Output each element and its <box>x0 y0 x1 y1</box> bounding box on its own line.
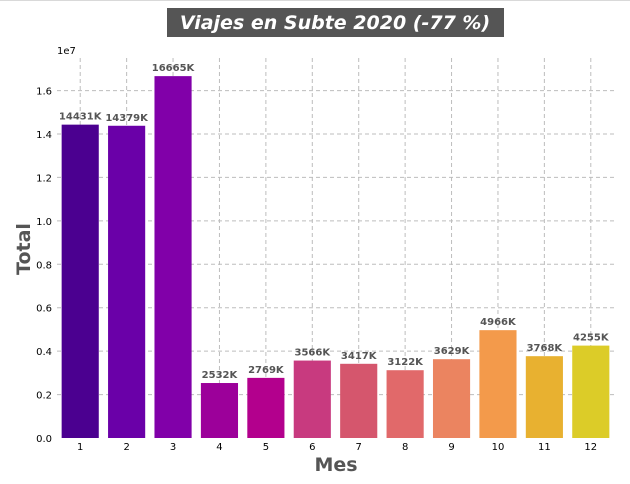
bar <box>572 345 610 438</box>
bar <box>200 383 239 438</box>
y-tick-label: 1.2 <box>36 173 52 184</box>
bar-data-label: 3566K <box>294 348 331 359</box>
x-tick-label: 6 <box>309 442 315 453</box>
bar <box>154 76 192 438</box>
bar <box>247 377 285 438</box>
x-tick-label: 8 <box>402 442 408 453</box>
bar-data-label: 3629K <box>434 346 471 357</box>
y-tick-label: 0.0 <box>36 434 52 445</box>
x-tick-label: 11 <box>538 442 551 453</box>
x-tick-label: 1 <box>77 442 83 453</box>
bar <box>293 360 331 438</box>
x-tick-label: 3 <box>170 442 176 453</box>
data-labels-layer: 14431K 14379K 16665K 2532K 2769K 3566K 3417K 31… <box>59 63 610 381</box>
y-tick-label: 0.8 <box>36 260 52 271</box>
x-tick-label: 4 <box>216 442 222 453</box>
bar-data-label: 3417K <box>341 351 378 362</box>
x-tick-label: 9 <box>448 442 454 453</box>
bar <box>525 356 563 438</box>
y-tick-label: 1.0 <box>36 217 52 228</box>
y-tick-label: 0.6 <box>36 304 52 315</box>
bar-data-label: 14379K <box>105 113 149 124</box>
bars-layer <box>61 76 610 438</box>
x-axis-label: Mes <box>314 454 357 476</box>
x-tick-label: 12 <box>584 442 597 453</box>
bar <box>432 359 471 438</box>
bar <box>340 363 378 438</box>
bar-data-label: 4255K <box>573 333 610 344</box>
chart-title-background <box>167 8 504 37</box>
bar <box>108 125 146 438</box>
chart-title: Viajes en Subte 2020 (-77 %) <box>180 12 490 34</box>
y-tick-label: 0.2 <box>36 391 52 402</box>
axis-layer: 0.00.20.40.60.81.01.21.41.61 2 3 4 5 6 7 8 9 10 11… <box>36 87 597 453</box>
bar-data-label: 2532K <box>202 370 239 381</box>
y-tick-label: 1.4 <box>36 130 52 141</box>
x-tick-label: 10 <box>492 442 505 453</box>
bar <box>479 330 517 438</box>
bar-data-label: 2769K <box>248 365 285 376</box>
bar-data-label: 3768K <box>527 343 564 354</box>
top-divider <box>0 0 630 1</box>
x-tick-label: 5 <box>263 442 269 453</box>
y-axis-label: Total <box>13 223 35 275</box>
bar-data-label: 3122K <box>387 357 424 368</box>
y-tick-label: 1.6 <box>36 87 52 98</box>
x-tick-label: 7 <box>356 442 362 453</box>
bar-data-label: 4966K <box>480 317 517 328</box>
bar <box>61 124 99 438</box>
y-tick-label: 0.4 <box>36 347 52 358</box>
bar <box>386 370 424 438</box>
bar-data-label: 14431K <box>59 112 103 123</box>
bar-data-label: 16665K <box>152 63 196 74</box>
x-tick-label: 2 <box>123 442 129 453</box>
y-axis-offset-label: 1e7 <box>57 46 76 57</box>
